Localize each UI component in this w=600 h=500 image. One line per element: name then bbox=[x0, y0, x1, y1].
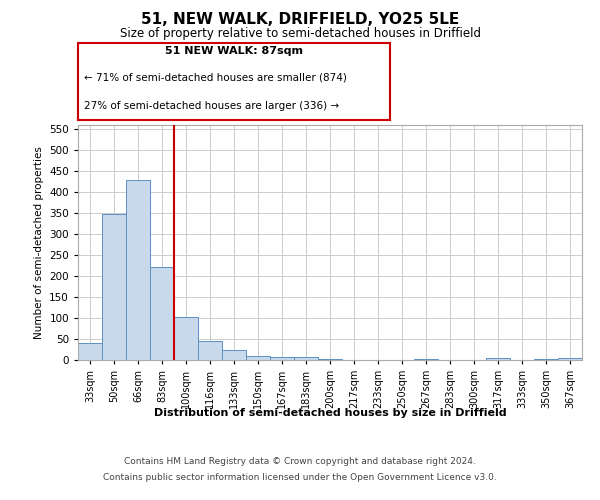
Bar bbox=[270, 356, 294, 360]
Bar bbox=[246, 356, 270, 360]
Bar bbox=[198, 341, 222, 360]
Bar bbox=[150, 268, 174, 360]
Bar bbox=[294, 358, 318, 360]
Bar bbox=[318, 359, 342, 360]
Bar bbox=[534, 358, 558, 360]
Bar bbox=[102, 214, 126, 360]
Text: Distribution of semi-detached houses by size in Driffield: Distribution of semi-detached houses by … bbox=[154, 408, 506, 418]
Bar bbox=[222, 350, 246, 360]
Bar bbox=[78, 343, 102, 360]
Text: 27% of semi-detached houses are larger (336) →: 27% of semi-detached houses are larger (… bbox=[84, 101, 339, 111]
Text: Size of property relative to semi-detached houses in Driffield: Size of property relative to semi-detach… bbox=[119, 28, 481, 40]
Y-axis label: Number of semi-detached properties: Number of semi-detached properties bbox=[34, 146, 44, 339]
Bar bbox=[558, 358, 582, 360]
Text: ← 71% of semi-detached houses are smaller (874): ← 71% of semi-detached houses are smalle… bbox=[84, 72, 347, 83]
Bar bbox=[414, 358, 438, 360]
Text: 51 NEW WALK: 87sqm: 51 NEW WALK: 87sqm bbox=[165, 46, 303, 56]
Bar bbox=[174, 317, 198, 360]
Bar bbox=[486, 358, 510, 360]
Text: Contains public sector information licensed under the Open Government Licence v3: Contains public sector information licen… bbox=[103, 472, 497, 482]
Text: Contains HM Land Registry data © Crown copyright and database right 2024.: Contains HM Land Registry data © Crown c… bbox=[124, 458, 476, 466]
Text: 51, NEW WALK, DRIFFIELD, YO25 5LE: 51, NEW WALK, DRIFFIELD, YO25 5LE bbox=[141, 12, 459, 28]
Bar bbox=[126, 180, 150, 360]
